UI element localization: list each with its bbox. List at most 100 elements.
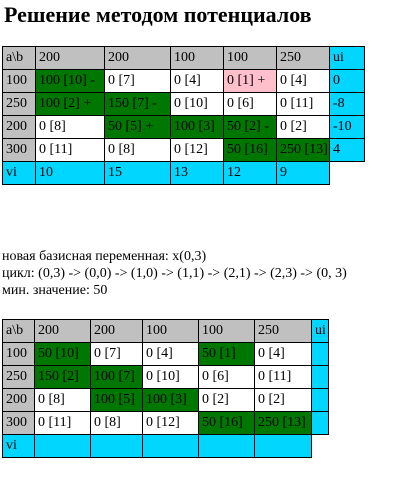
allocation-cell: 100 [3]	[170, 115, 224, 139]
allocation-cell: 50 [16]	[198, 411, 255, 435]
allocation-cell: 100 [5]	[90, 388, 143, 412]
ui-cell: 0	[329, 69, 365, 93]
vi-cell	[198, 434, 255, 458]
vi-corner-empty	[330, 162, 365, 185]
ui-cell: 4	[329, 138, 365, 162]
vi-cell	[142, 434, 199, 458]
allocation-cell: 250 [13]	[254, 411, 312, 435]
allocation-cell: 0 [2]	[254, 388, 312, 412]
vi-cell	[254, 434, 312, 458]
ui-header: ui	[311, 319, 329, 343]
vi-cell: 10	[35, 161, 105, 185]
supply-cell: 250	[2, 92, 36, 116]
demand-header: 100	[170, 46, 224, 70]
min-value-text: мин. значение: 50	[2, 283, 108, 298]
allocation-cell: 0 [4]	[170, 69, 224, 93]
vi-cell	[90, 434, 143, 458]
supply-cell: 100	[2, 342, 35, 366]
potentials-table: a\b 200 200 100 100 250 ui 100 100 [10] -0 [7] 0 …	[2, 46, 365, 185]
ui-cell: -8	[329, 92, 365, 116]
ui-cell	[311, 342, 329, 366]
new-basis-variable-text: новая базисная переменная: x(0,3)	[2, 249, 207, 264]
vi-cell: 12	[223, 161, 277, 185]
table-row: 250 150 [2] 100 [7] 0 [10] 0 [6] 0 [11]	[2, 365, 329, 389]
allocation-cell: 0 [8]	[35, 115, 105, 139]
demand-header: 250	[254, 319, 312, 343]
vi-cell: 13	[170, 161, 224, 185]
supply-cell: 300	[2, 411, 35, 435]
allocation-cell: 0 [6]	[198, 365, 255, 389]
allocation-cell: 250 [13]	[276, 138, 330, 162]
table-row: 300 0 [11] 0 [8] 0 [12] 50 [16] 250 [13] 4	[2, 138, 365, 162]
table-row: 200 0 [8] 50 [5] +100 [3] 50 [2] -0 [2] -10	[2, 115, 365, 139]
allocation-cell: 0 [2]	[198, 388, 255, 412]
allocation-cell: 150 [7] -	[104, 92, 171, 116]
header-row: a\b 200 200 100 100 250 ui	[2, 46, 365, 70]
allocation-cell: 50 [5] +	[104, 115, 171, 139]
vi-cell: 9	[276, 161, 330, 185]
table-row: 100 100 [10] -0 [7] 0 [4] 0 [1] +0 [4] 0	[2, 69, 365, 93]
demand-header: 100	[198, 319, 255, 343]
allocation-cell: 50 [16]	[223, 138, 277, 162]
allocation-cell: 0 [4]	[254, 342, 312, 366]
allocation-cell: 0 [7]	[104, 69, 171, 93]
allocation-cell: 150 [2]	[34, 365, 91, 389]
allocation-cell: 0 [11]	[254, 365, 312, 389]
demand-header: 250	[276, 46, 330, 70]
supply-cell: 200	[2, 388, 35, 412]
vi-row: vi 10 15 13 12 9	[2, 161, 365, 185]
ui-cell	[311, 365, 329, 389]
ui-header: ui	[329, 46, 365, 70]
allocation-cell: 50 [10]	[34, 342, 91, 366]
vi-cell	[34, 434, 91, 458]
allocation-cell: 50 [1]	[198, 342, 255, 366]
cycle-text: цикл: (0,3) -> (0,0) -> (1,0) -> (1,1) -…	[2, 266, 347, 281]
demand-header: 200	[104, 46, 171, 70]
table-row: 100 50 [10] 0 [7] 0 [4] 50 [1] 0 [4]	[2, 342, 329, 366]
allocation-cell: 0 [11]	[34, 411, 91, 435]
header-row: a\b 200 200 100 100 250 ui	[2, 319, 329, 343]
demand-header: 200	[34, 319, 91, 343]
table-row: 200 0 [8] 100 [5] 100 [3] 0 [2] 0 [2]	[2, 388, 329, 412]
allocation-cell: 50 [2] -	[223, 115, 277, 139]
allocation-cell: 0 [6]	[223, 92, 277, 116]
vi-cell: 15	[104, 161, 171, 185]
ui-cell	[311, 411, 329, 435]
allocation-cell: 0 [1] +	[223, 69, 277, 93]
supply-cell: 300	[2, 138, 36, 162]
allocation-cell: 0 [11]	[35, 138, 105, 162]
allocation-cell: 100 [3]	[142, 388, 199, 412]
supply-cell: 200	[2, 115, 36, 139]
allocation-cell: 0 [7]	[90, 342, 143, 366]
ui-cell	[311, 388, 329, 412]
demand-header: 200	[90, 319, 143, 343]
corner-cell: a\b	[2, 46, 36, 70]
allocation-cell: 0 [8]	[104, 138, 171, 162]
allocation-cell: 0 [12]	[142, 411, 199, 435]
allocation-cell: 0 [12]	[170, 138, 224, 162]
vi-label: vi	[2, 434, 35, 458]
allocation-cell: 0 [8]	[34, 388, 91, 412]
supply-cell: 250	[2, 365, 35, 389]
ui-cell: -10	[329, 115, 365, 139]
supply-cell: 100	[2, 69, 36, 93]
allocation-cell: 100 [2] +	[35, 92, 105, 116]
allocation-cell: 100 [7]	[90, 365, 143, 389]
demand-header: 100	[223, 46, 277, 70]
allocation-cell: 0 [8]	[90, 411, 143, 435]
vi-label: vi	[2, 161, 36, 185]
page-title: Решение методом потенциалов	[4, 2, 312, 27]
next-iteration-table: a\b 200 200 100 100 250 ui 100 50 [10] 0 [7] 0 [4]…	[2, 319, 329, 458]
demand-header: 100	[142, 319, 199, 343]
table-row: 300 0 [11] 0 [8] 0 [12] 50 [16] 250 [13]	[2, 411, 329, 435]
demand-header: 200	[35, 46, 105, 70]
allocation-cell: 100 [10] -	[35, 69, 105, 93]
allocation-cell: 0 [2]	[276, 115, 330, 139]
allocation-cell: 0 [4]	[276, 69, 330, 93]
allocation-cell: 0 [10]	[170, 92, 224, 116]
allocation-cell: 0 [11]	[276, 92, 330, 116]
vi-row: vi	[2, 434, 329, 458]
table-row: 250 100 [2] +150 [7] -0 [10] 0 [6] 0 [11] -8	[2, 92, 365, 116]
vi-corner-empty	[312, 435, 329, 458]
corner-cell: a\b	[2, 319, 35, 343]
